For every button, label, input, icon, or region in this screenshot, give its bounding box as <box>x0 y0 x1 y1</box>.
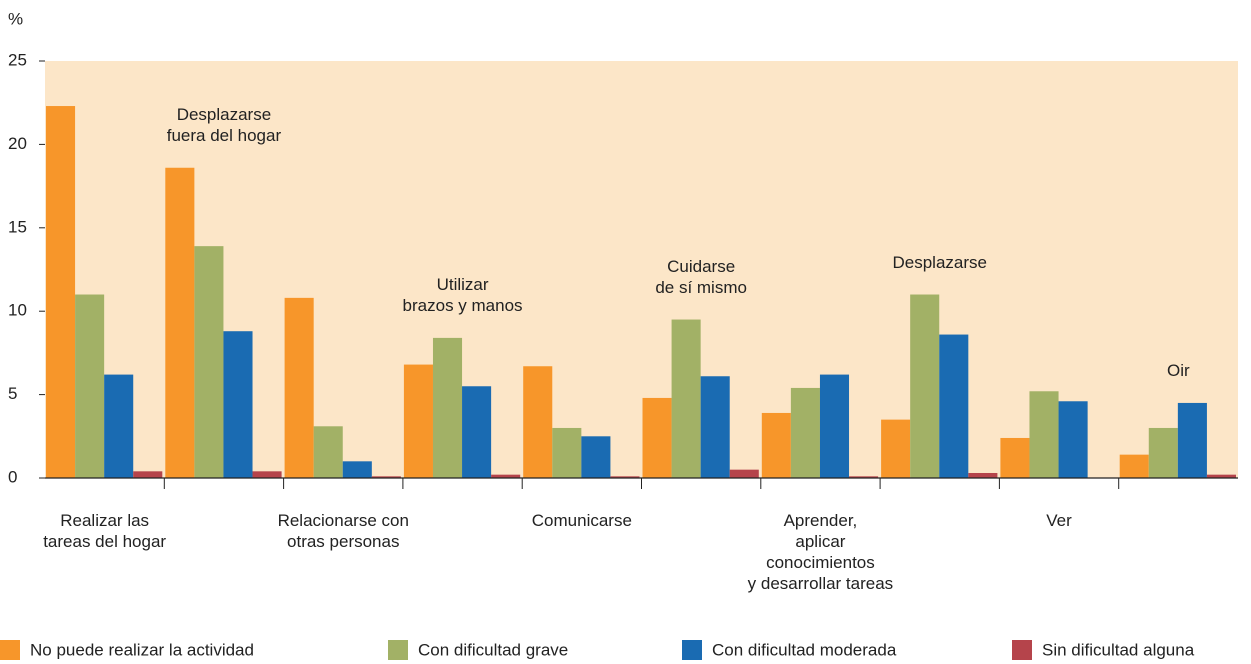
y-tick-label: 25 <box>8 50 27 69</box>
y-axis-label: % <box>8 9 23 28</box>
category-label: Desplazarse fuera del hogar <box>166 104 282 145</box>
y-tick-label: 15 <box>8 217 27 236</box>
y-tick-label: 0 <box>8 467 17 486</box>
bar <box>46 106 76 478</box>
bar <box>700 376 730 478</box>
bar <box>371 476 401 478</box>
bar <box>313 426 343 478</box>
bar <box>968 472 998 478</box>
bar <box>223 331 253 478</box>
bar <box>75 294 105 478</box>
category-label: Ver <box>1046 511 1072 530</box>
legend-label: Con dificultad grave <box>418 640 568 659</box>
bar <box>1206 474 1236 478</box>
bar <box>790 387 820 478</box>
bar <box>552 427 582 478</box>
bar <box>1148 427 1178 478</box>
bar <box>642 397 672 478</box>
bar <box>1119 454 1149 478</box>
category-label: Comunicarse <box>531 511 632 530</box>
bar <box>462 386 492 478</box>
y-tick-label: 10 <box>8 301 27 320</box>
bar <box>165 167 195 478</box>
bar <box>761 412 791 478</box>
category-label: Aprender, aplicar conocimientos y desarr… <box>747 511 894 593</box>
category-label: Realizar las tareas del hogar <box>43 511 167 551</box>
bar <box>432 337 463 478</box>
bar <box>1000 437 1030 478</box>
bar <box>729 469 759 478</box>
legend-swatch <box>682 640 702 660</box>
bar <box>491 474 521 478</box>
legend-swatch <box>0 640 20 660</box>
category-label: Utilizar brazos y manos <box>402 274 523 315</box>
y-tick-label: 20 <box>8 134 27 153</box>
bar <box>881 419 911 478</box>
y-tick-label: 5 <box>8 384 17 403</box>
bar <box>403 364 433 478</box>
bar <box>939 334 969 478</box>
bar <box>910 294 940 478</box>
category-label: Desplazarse <box>892 252 988 272</box>
legend-label: Sin dificultad alguna <box>1042 640 1195 659</box>
bar <box>342 461 372 478</box>
category-label: Cuidarse de sí mismo <box>655 256 747 297</box>
bar <box>1177 402 1207 478</box>
bar <box>610 476 640 478</box>
bar <box>581 436 611 478</box>
bar <box>671 319 701 478</box>
bar <box>252 471 282 478</box>
legend-swatch <box>1012 640 1032 660</box>
bar <box>819 374 850 478</box>
bar <box>1058 401 1088 478</box>
bar <box>284 297 314 478</box>
bar <box>133 471 163 478</box>
bar <box>849 476 879 478</box>
bar <box>1029 391 1059 478</box>
bar <box>194 246 224 478</box>
bar <box>104 374 134 478</box>
category-label: Oir <box>1167 360 1190 380</box>
legend-label: No puede realizar la actividad <box>30 640 254 659</box>
legend-swatch <box>388 640 408 660</box>
legend-label: Con dificultad moderada <box>712 640 897 659</box>
category-label: Relacionarse con otras personas <box>277 511 409 551</box>
bar <box>523 366 553 478</box>
